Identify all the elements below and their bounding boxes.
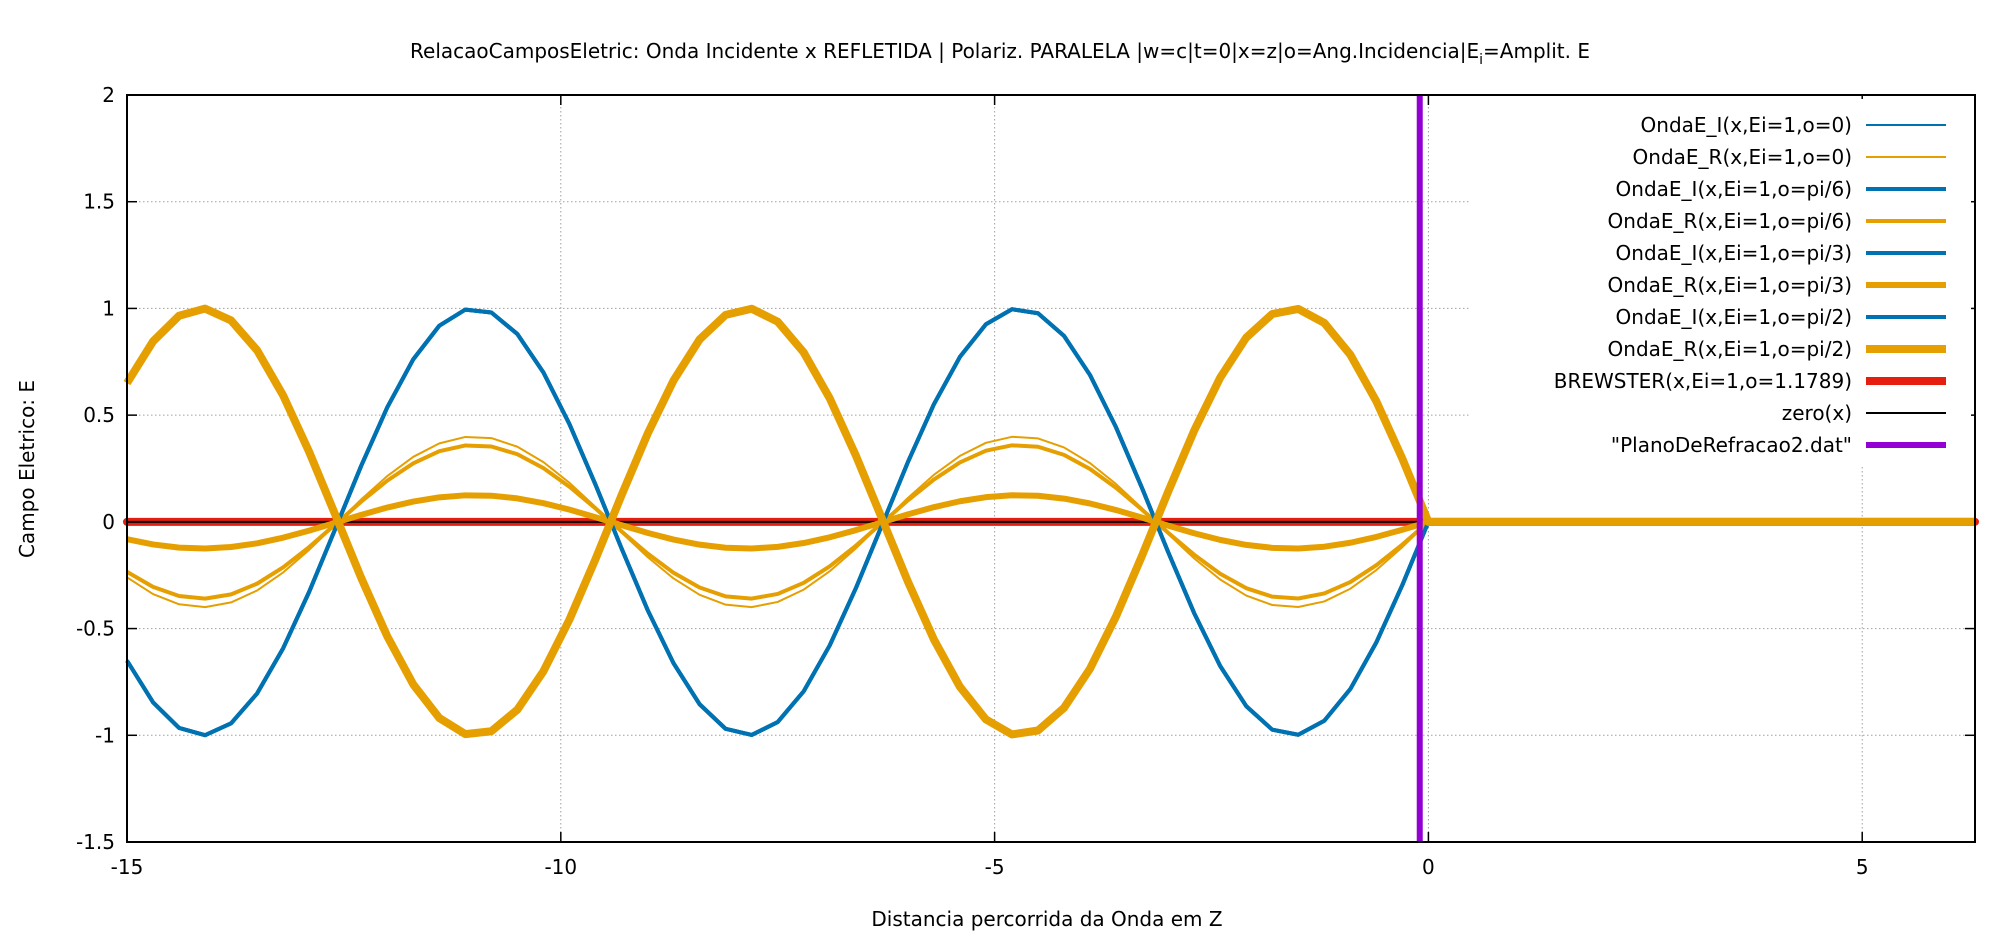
y-tick-label: -0.5 bbox=[76, 617, 115, 641]
chart-title: RelacaoCamposEletric: Onda Incidente x R… bbox=[410, 39, 1590, 68]
legend-label: zero(x) bbox=[1782, 401, 1852, 425]
y-tick-layer: -1.5 -1 -0.5 0 0.5 1 1.5 2 bbox=[76, 83, 1975, 854]
legend-label: BREWSTER(x,Ei=1,o=1.1789) bbox=[1554, 369, 1852, 393]
legend-label: OndaE_I(x,Ei=1,o=pi/2) bbox=[1616, 305, 1852, 329]
legend-label: OndaE_R(x,Ei=1,o=pi/2) bbox=[1608, 337, 1852, 361]
legend-label: OndaE_I(x,Ei=1,o=0) bbox=[1641, 113, 1852, 137]
x-tick-label: -5 bbox=[985, 855, 1005, 879]
series-8-line bbox=[123, 304, 1975, 739]
y-tick-label: -1 bbox=[95, 723, 115, 747]
legend-label: OndaE_I(x,Ei=1,o=pi/3) bbox=[1616, 241, 1852, 265]
legend-label: "PlanoDeRefracao2.dat" bbox=[1611, 433, 1852, 457]
y-tick-label: 0.5 bbox=[83, 403, 115, 427]
legend-label: OndaE_I(x,Ei=1,o=pi/6) bbox=[1616, 177, 1852, 201]
chart-title-main: RelacaoCamposEletric: Onda Incidente x R… bbox=[410, 39, 1479, 63]
plot-frame bbox=[126, 94, 1976, 843]
y-tick-label: 0 bbox=[102, 510, 115, 534]
chart-title-tail: =Amplit. E bbox=[1483, 39, 1590, 63]
series-layer bbox=[123, 95, 1979, 842]
x-axis-label: Distancia percorrida da Onda em Z bbox=[871, 907, 1222, 931]
y-tick-label: 2 bbox=[102, 83, 115, 107]
legend-label: OndaE_R(x,Ei=1,o=pi/6) bbox=[1608, 209, 1852, 233]
legend-label: OndaE_R(x,Ei=1,o=pi/3) bbox=[1608, 273, 1852, 297]
y-tick-label: 1.5 bbox=[83, 190, 115, 214]
y-axis-label: Campo Eletrico: E bbox=[15, 380, 39, 558]
y-tick-label: 1 bbox=[102, 296, 115, 320]
series-4-line bbox=[126, 443, 1975, 601]
legend-label: OndaE_R(x,Ei=1,o=0) bbox=[1633, 145, 1852, 169]
x-tick-label: 5 bbox=[1856, 855, 1869, 879]
y-tick-label: -1.5 bbox=[76, 830, 115, 854]
series-6-line bbox=[126, 492, 1975, 552]
chart-title-subscript: i bbox=[1479, 52, 1483, 68]
x-tick-label: -15 bbox=[111, 855, 144, 879]
x-tick-layer: -15 -10 -5 0 5 bbox=[111, 95, 1869, 879]
legend: OndaE_I(x,Ei=1,o=0) OndaE_R(x,Ei=1,o=0) On… bbox=[1470, 99, 1971, 467]
x-tick-label: -10 bbox=[544, 855, 577, 879]
x-tick-label: 0 bbox=[1422, 855, 1435, 879]
series-7-line bbox=[125, 307, 1975, 738]
